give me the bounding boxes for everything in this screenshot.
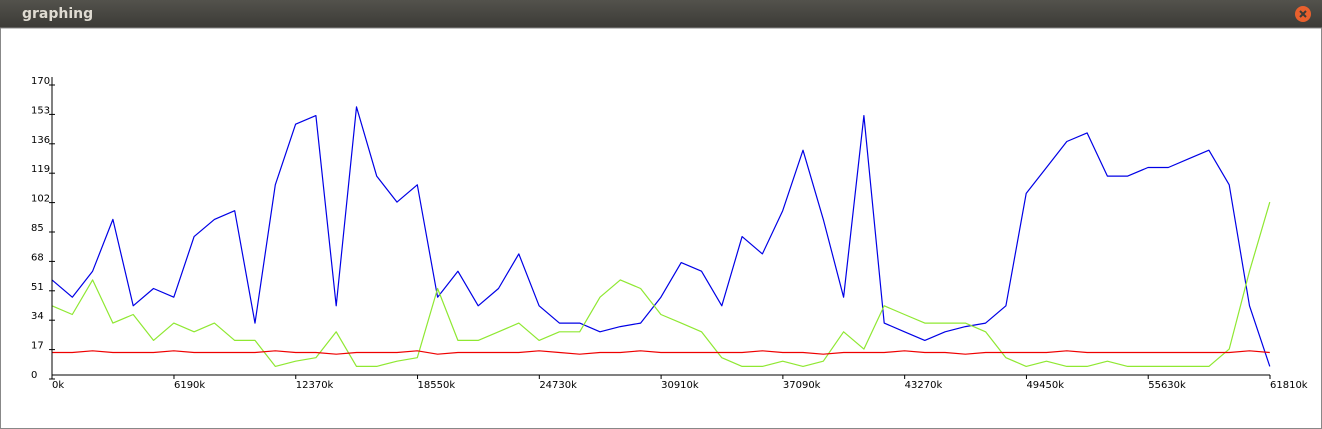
y-tick-label: 34 (31, 311, 44, 322)
x-tick-label: 61810k (1270, 380, 1308, 391)
y-tick-label: 17 (31, 341, 44, 352)
data-line (51, 106, 1271, 367)
y-tick-label: 136 (31, 135, 50, 146)
x-tick-label: 18550k (418, 380, 456, 391)
x-tick-label: 49450k (1026, 380, 1064, 391)
data-line (51, 201, 1271, 367)
x-tick-label: 43270k (905, 380, 943, 391)
title-bar (0, 0, 1322, 28)
y-tick-label: 153 (31, 105, 50, 116)
y-tick-label: 119 (31, 164, 50, 175)
x-tick-label: 24730k (539, 380, 577, 391)
y-tick-label: 0 (31, 370, 37, 381)
x-tick-label: 30910k (661, 380, 699, 391)
canvas (0, 27, 1322, 429)
data-line (52, 350, 1270, 355)
y-tick-label: 85 (31, 223, 44, 234)
window-title: graphing (22, 6, 93, 22)
y-tick-label: 170 (31, 76, 50, 87)
y-tick-label: 102 (31, 194, 50, 205)
x-tick-label: 6190k (174, 380, 205, 391)
x-tick-label: 37090k (783, 380, 821, 391)
x-tick-label: 55630k (1148, 380, 1186, 391)
y-tick-label: 68 (31, 252, 44, 263)
x-tick-label: 12370k (296, 380, 334, 391)
x-tick-label: 0k (52, 380, 64, 391)
y-tick-label: 51 (31, 282, 44, 293)
close-icon (1299, 10, 1307, 18)
